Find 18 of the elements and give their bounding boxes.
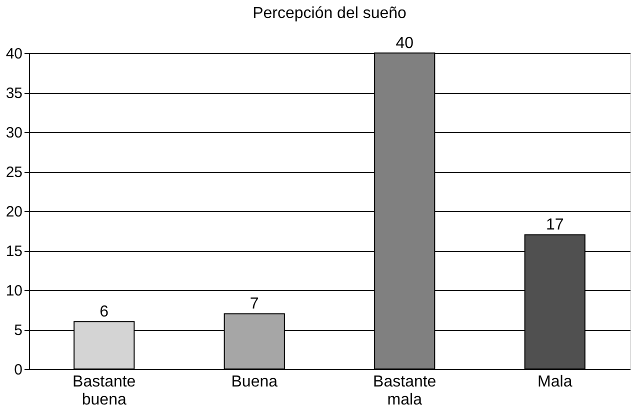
y-tick-label: 40 [6,46,22,62]
y-tick-label: 25 [6,164,22,181]
y-tick-label: 5 [14,322,22,339]
data-label: 40 [396,35,414,52]
x-tick-label: Bastante buena [72,374,136,408]
y-tick-label: 0 [14,362,22,378]
data-label: 17 [546,216,564,234]
data-label: 6 [100,304,109,321]
x-tick-label: Buena [231,374,278,390]
y-tick-label: 15 [6,243,22,260]
chart-title: Percepción del sueño [252,5,407,22]
y-tick-label: 30 [6,124,22,142]
y-tick-label: 20 [6,204,22,220]
x-tick-label: Bastante mala [373,374,436,408]
y-tick-label: 10 [6,282,22,300]
data-label: 7 [250,296,259,313]
y-tick-label: 35 [6,85,22,102]
x-tick-label: Mala [538,374,572,390]
